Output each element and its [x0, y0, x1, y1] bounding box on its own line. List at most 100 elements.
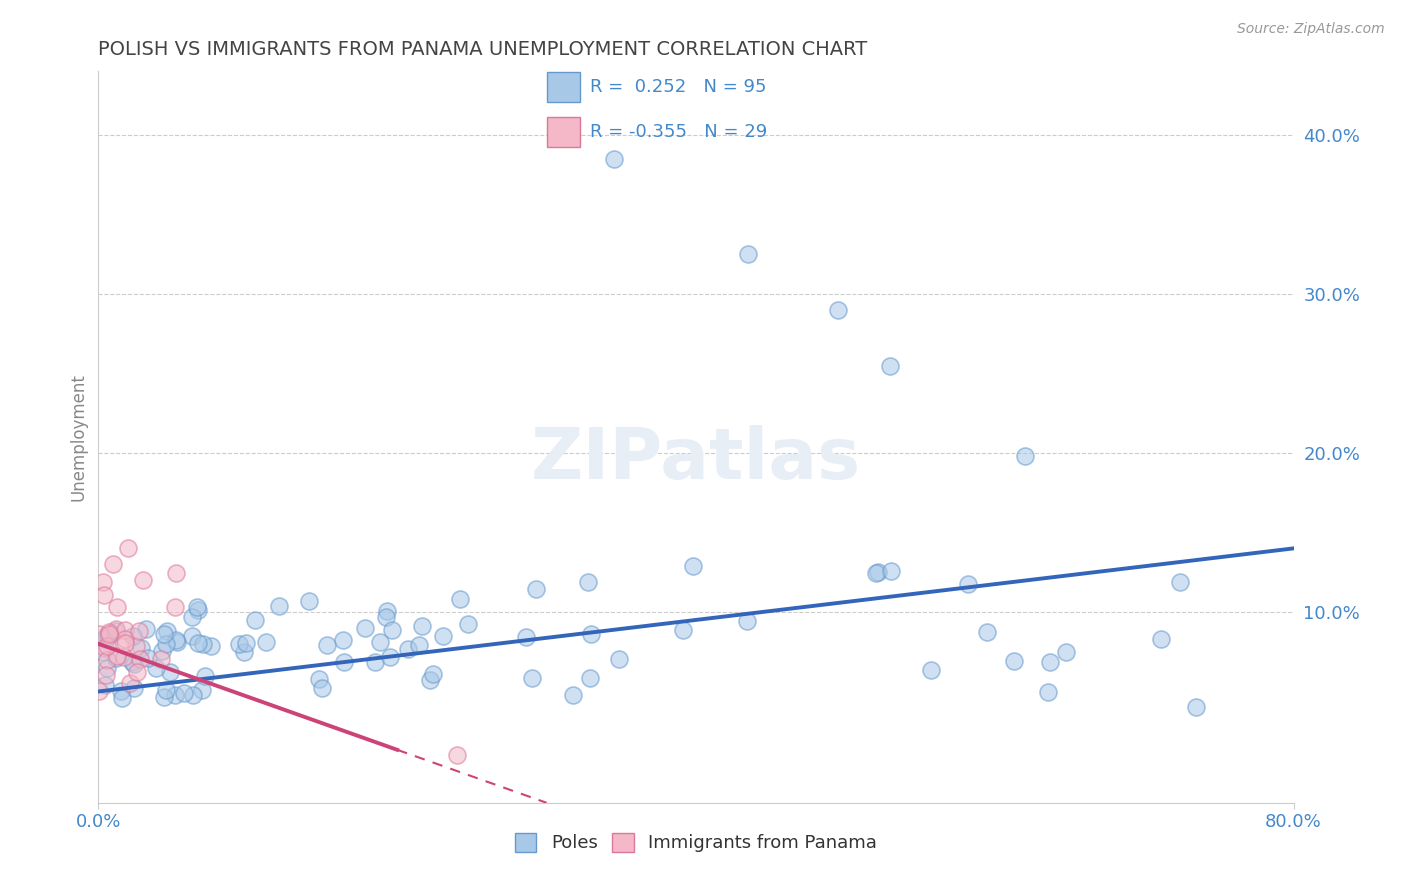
Point — [396, 641, 419, 656]
Point — [91, 645, 114, 659]
Point — [298, 594, 321, 608]
Point — [150, 644, 173, 658]
Point — [105, 624, 128, 639]
Point — [827, 302, 849, 317]
Point — [865, 566, 887, 581]
Point — [166, 566, 188, 580]
Point — [97, 630, 120, 644]
Point — [522, 671, 544, 685]
Point — [1054, 645, 1077, 659]
Point — [186, 599, 208, 614]
Point — [316, 639, 339, 653]
Point — [1185, 700, 1208, 714]
Point — [868, 565, 890, 579]
Point — [145, 661, 167, 675]
Point — [671, 624, 693, 638]
Point — [110, 684, 132, 698]
Point — [103, 558, 125, 572]
Point — [603, 152, 626, 166]
Point — [187, 602, 209, 616]
Point — [149, 651, 172, 665]
Point — [311, 681, 333, 695]
Point — [112, 650, 135, 665]
Point — [243, 614, 266, 628]
Point — [159, 665, 181, 679]
Point — [411, 619, 433, 633]
Point — [128, 624, 150, 638]
Point — [156, 624, 179, 638]
Point — [1002, 654, 1025, 668]
Point — [364, 655, 387, 669]
Point — [576, 574, 599, 589]
Point — [93, 575, 115, 590]
Point — [125, 665, 148, 679]
Point — [104, 651, 127, 665]
Point — [135, 622, 157, 636]
Point — [125, 639, 148, 653]
Point — [105, 648, 128, 663]
Point — [117, 541, 139, 556]
Point — [193, 637, 215, 651]
Point — [96, 639, 118, 653]
Point — [267, 599, 290, 613]
Point — [187, 635, 209, 649]
Point — [194, 669, 217, 683]
Point — [96, 653, 118, 667]
Point — [308, 672, 330, 686]
Point — [165, 633, 187, 648]
Point — [976, 624, 998, 639]
Point — [353, 622, 375, 636]
Point — [155, 683, 177, 698]
Text: R =  0.252   N = 95: R = 0.252 N = 95 — [591, 78, 766, 95]
Point — [181, 688, 204, 702]
Point — [163, 600, 186, 615]
Point — [368, 634, 391, 648]
Point — [93, 641, 115, 656]
Point — [879, 564, 901, 578]
Point — [114, 624, 136, 638]
Point — [879, 359, 901, 373]
Point — [333, 655, 356, 669]
Text: Source: ZipAtlas.com: Source: ZipAtlas.com — [1237, 22, 1385, 37]
Point — [89, 684, 111, 698]
Point — [105, 600, 128, 615]
Point — [120, 676, 142, 690]
Point — [735, 615, 758, 629]
Point — [153, 690, 176, 705]
Point — [93, 632, 115, 647]
Point — [228, 637, 250, 651]
Point — [98, 627, 121, 641]
Point — [607, 652, 630, 666]
Point — [737, 247, 759, 261]
Point — [94, 667, 117, 681]
Point — [128, 651, 150, 665]
Point — [254, 635, 277, 649]
Point — [114, 632, 136, 646]
Y-axis label: Unemployment: Unemployment — [69, 373, 87, 501]
Point — [114, 636, 136, 650]
Point — [97, 625, 120, 640]
Point — [129, 640, 152, 655]
Point — [432, 629, 454, 643]
Point — [422, 666, 444, 681]
Point — [524, 582, 547, 596]
Point — [235, 636, 257, 650]
Point — [181, 609, 204, 624]
Point — [1014, 449, 1036, 463]
Point — [200, 639, 222, 653]
Point — [375, 610, 398, 624]
Point — [562, 689, 585, 703]
Point — [132, 573, 155, 587]
FancyBboxPatch shape — [547, 117, 579, 147]
Point — [579, 671, 602, 685]
Legend: Poles, Immigrants from Panama: Poles, Immigrants from Panama — [508, 826, 884, 860]
Point — [381, 623, 404, 637]
Point — [515, 630, 537, 644]
Point — [173, 686, 195, 700]
Point — [93, 588, 115, 602]
Point — [457, 616, 479, 631]
Point — [232, 645, 254, 659]
Point — [181, 629, 204, 643]
Point — [1036, 685, 1059, 699]
Point — [682, 559, 704, 574]
